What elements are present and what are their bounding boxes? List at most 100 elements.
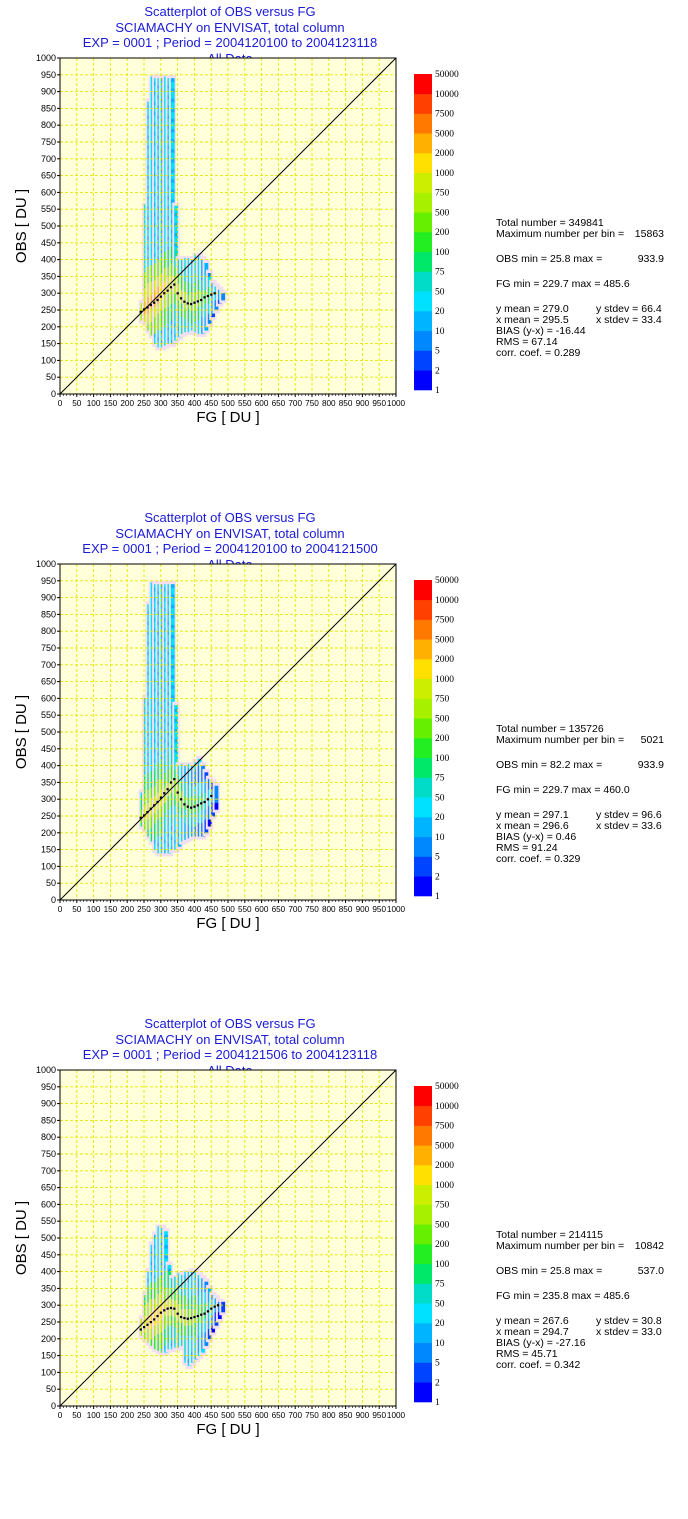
- x-tick-label: 100: [87, 1411, 101, 1420]
- title-line: Scatterplot of OBS versus FG: [144, 510, 316, 525]
- mean-point: [163, 292, 166, 295]
- x-tick-label: 50: [72, 1411, 82, 1420]
- y-tick-label: 50: [46, 878, 56, 888]
- colorbar-label: 2: [435, 366, 440, 376]
- colorbar-segment: [414, 74, 432, 95]
- y-tick-label: 100: [41, 1367, 56, 1377]
- density-cell: [170, 684, 175, 689]
- colorbar-segment: [414, 1105, 432, 1126]
- mean-point: [146, 810, 149, 814]
- x-tick-label: 550: [238, 1411, 252, 1420]
- mean-point: [206, 798, 210, 801]
- stats-gap: [496, 1302, 664, 1316]
- density-cell: [170, 654, 175, 659]
- density-cell: [207, 819, 212, 824]
- x-tick-label: 600: [255, 905, 269, 914]
- x-tick-label: 400: [188, 399, 202, 408]
- density-cell: [170, 168, 175, 173]
- x-tick-label: 150: [104, 399, 118, 408]
- colorbar-label: 10000: [435, 1102, 459, 1112]
- mean-point: [149, 807, 152, 810]
- mean-point: [169, 286, 173, 289]
- colorbar-segment: [414, 370, 432, 391]
- stat-max-bin: 5021: [640, 734, 664, 746]
- x-tick-label: 50: [72, 905, 82, 914]
- stat-max-bin-label: Maximum number per bin =: [496, 734, 625, 746]
- density-cell: [170, 84, 175, 89]
- density-cell: [170, 641, 175, 646]
- y-tick-label: 850: [41, 1115, 56, 1125]
- mean-point: [159, 1311, 162, 1314]
- mean-point: [176, 1312, 179, 1315]
- density-cell: [214, 1322, 219, 1326]
- scatter-plot: 0501001502002503003504004505005506006507…: [13, 559, 459, 932]
- mean-point: [169, 781, 173, 784]
- colorbar-label: 1: [435, 1398, 440, 1408]
- stats-row: RMS = 91.24: [496, 843, 664, 854]
- density-cell: [174, 236, 178, 240]
- density-cell: [164, 1248, 168, 1252]
- colorbar-segment: [414, 1244, 432, 1265]
- colorbar-label: 75: [435, 774, 445, 784]
- density-cell: [174, 222, 178, 227]
- stat-total: Total number = 214115: [496, 1229, 603, 1241]
- density-cell: [170, 195, 175, 200]
- y-tick-label: 350: [41, 1283, 56, 1293]
- colorbar-label: 5000: [435, 129, 454, 139]
- colorbar-segment: [414, 856, 432, 877]
- density-cell: [170, 661, 175, 666]
- density-cell: [174, 215, 178, 220]
- x-tick-label: 600: [255, 1411, 269, 1420]
- mean-point: [166, 289, 169, 292]
- stats-row: FG min = 235.8 max = 485.6: [496, 1291, 664, 1302]
- density-cell: [170, 148, 175, 153]
- x-axis-label: FG [ DU ]: [196, 915, 259, 932]
- mean-point: [169, 1306, 173, 1310]
- colorbar-segment: [414, 738, 432, 759]
- colorbar-label: 1000: [435, 1181, 454, 1191]
- y-tick-label: 650: [41, 171, 56, 181]
- stats-row: BIAS (y-x) = -16.44: [496, 326, 664, 337]
- density-cell: [170, 108, 175, 113]
- density-cell: [167, 1268, 172, 1272]
- mean-point: [179, 798, 183, 801]
- x-tick-label: 300: [154, 1411, 168, 1420]
- statistics-block: Total number = 349841 Maximum number per …: [496, 218, 664, 359]
- density-cell: [170, 88, 175, 92]
- mean-point: [173, 283, 176, 286]
- stat-total: Total number = 135726: [496, 723, 604, 735]
- density-cell: [170, 634, 175, 639]
- density-cell: [164, 1231, 168, 1236]
- density-cell: [174, 721, 178, 726]
- stats-row: OBS min = 82.2 max = 933.9: [496, 760, 664, 771]
- chart-panel: Scatterplot of OBS versus FG SCIAMACHY on…: [0, 1012, 688, 1518]
- density-cell: [214, 795, 219, 800]
- stat-x-stdev: x stdev = 33.0: [596, 1326, 662, 1338]
- y-tick-label: 350: [41, 777, 56, 787]
- y-tick-label: 100: [41, 861, 56, 871]
- mean-point: [179, 297, 183, 300]
- y-tick-label: 900: [41, 1099, 56, 1109]
- mean-point: [173, 778, 176, 781]
- y-tick-label: 150: [41, 845, 56, 855]
- y-tick-label: 850: [41, 609, 56, 619]
- mean-point: [176, 292, 179, 295]
- x-tick-label: 900: [356, 1411, 370, 1420]
- mean-point: [139, 816, 142, 819]
- density-cell: [170, 664, 175, 669]
- y-tick-label: 400: [41, 255, 56, 265]
- x-tick-label: 200: [120, 905, 134, 914]
- stat-x-stdev: x stdev = 33.6: [596, 820, 662, 832]
- mean-point: [213, 292, 216, 295]
- density-cell: [170, 78, 175, 82]
- x-tick-label: 50: [72, 399, 82, 408]
- stats-gap: [496, 290, 664, 304]
- colorbar-label: 20: [435, 813, 445, 823]
- colorbar-segment: [414, 251, 432, 272]
- colorbar-segment: [414, 192, 432, 213]
- x-tick-label: 450: [204, 399, 218, 408]
- colorbar-label: 10: [435, 833, 445, 843]
- mean-point: [210, 293, 213, 296]
- stat-total: Total number = 349841: [496, 217, 604, 229]
- density-cell: [204, 326, 209, 331]
